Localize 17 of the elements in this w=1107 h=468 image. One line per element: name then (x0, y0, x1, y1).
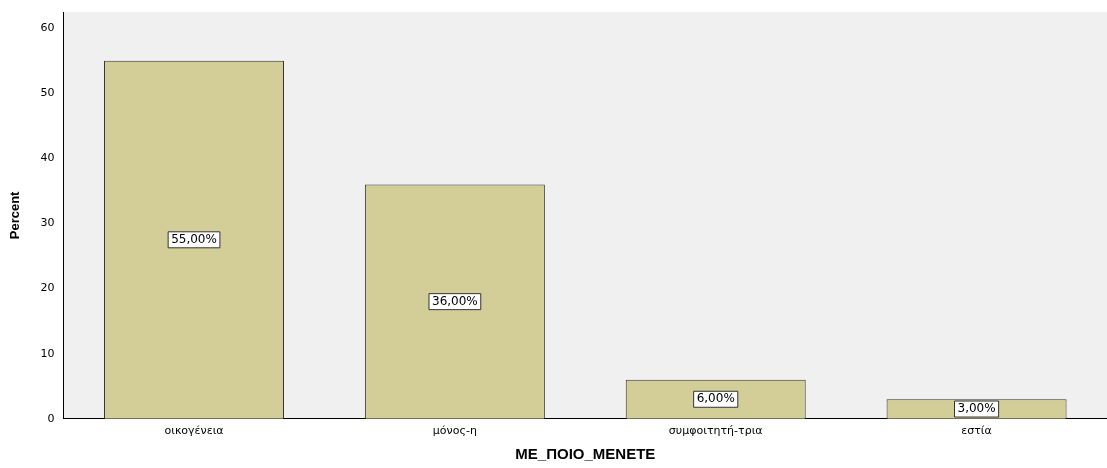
x-tick-label: οικογένεια (164, 424, 224, 438)
y-tick-label: 40 (40, 151, 55, 165)
data-label: 3,00% (957, 401, 996, 416)
data-label: 55,00% (171, 231, 217, 246)
data-label: 36,00% (431, 293, 478, 308)
y-tick-label: 0 (47, 411, 55, 425)
x-axis-title: ΜΕ_ΠΟΙΟ_ΜΕΝΕΤΕ (515, 445, 656, 463)
x-tick-label: συμφοιτητή-τρια (668, 424, 763, 438)
y-tick-label: 10 (40, 346, 55, 360)
y-tick-label: 30 (40, 216, 55, 230)
x-tick-label: μόνος-η (432, 424, 477, 438)
y-tick-label: 60 (40, 21, 55, 35)
y-axis-title: Percent (7, 190, 23, 240)
data-label: 6,00% (696, 391, 735, 406)
y-tick-label: 50 (40, 86, 55, 100)
x-tick-label: εστία (961, 424, 992, 438)
y-tick-label: 20 (40, 281, 55, 295)
